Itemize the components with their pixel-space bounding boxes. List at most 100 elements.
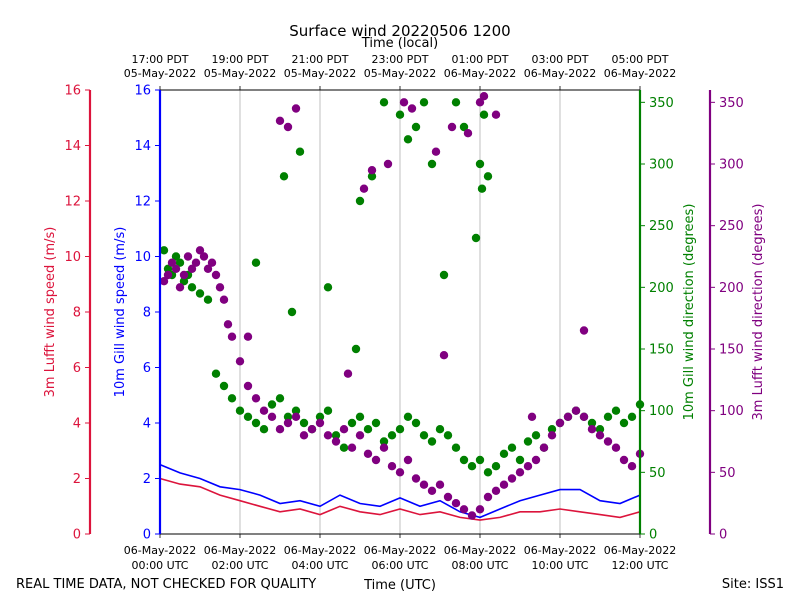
x-tick-label-utc: 06:00 UTC xyxy=(371,559,428,572)
axes xyxy=(85,86,715,538)
x-tick-label-local-time: 23:00 PDT xyxy=(371,53,428,66)
point-lufft_dir xyxy=(243,381,253,391)
y-tick-label-gill_speed: 4 xyxy=(143,417,151,432)
point-lufft_dir xyxy=(379,443,389,452)
y-tick-label-lufft_dir: 250 xyxy=(719,219,744,234)
y-tick-label-gill_dir: 300 xyxy=(649,158,674,173)
point-lufft_dir xyxy=(447,122,457,132)
point-lufft_dir xyxy=(171,264,181,273)
point-lufft_dir xyxy=(307,425,317,434)
point-gill_dir xyxy=(163,264,173,273)
point-gill_dir xyxy=(267,400,277,409)
point-gill_dir xyxy=(315,412,325,421)
point-gill_dir xyxy=(611,406,621,415)
point-gill_dir xyxy=(523,437,533,446)
point-lufft_dir xyxy=(499,480,509,489)
point-lufft_dir xyxy=(443,492,453,502)
y-tick-label-lufft_speed: 0 xyxy=(73,528,81,543)
point-lufft_dir xyxy=(539,443,549,452)
point-lufft_dir xyxy=(291,104,301,113)
point-lufft_dir xyxy=(431,147,441,156)
point-lufft_dir xyxy=(183,252,193,261)
point-gill_dir xyxy=(483,172,493,181)
y-tick-label-lufft_dir: 350 xyxy=(719,96,744,111)
x-tick-label-utc: 00:00 UTC xyxy=(131,559,188,572)
y-tick-label-gill_dir: 350 xyxy=(649,96,674,111)
point-lufft_dir xyxy=(195,246,205,255)
y-tick-label-lufft_speed: 16 xyxy=(64,84,81,99)
point-gill_dir xyxy=(283,412,293,421)
point-lufft_dir xyxy=(439,351,449,360)
point-gill_dir xyxy=(355,196,365,206)
top-axis-label: Time (local) xyxy=(361,36,438,51)
point-lufft_dir xyxy=(191,258,201,267)
point-gill_dir xyxy=(387,431,397,440)
point-gill_dir xyxy=(259,425,269,434)
x-tick-label-date: 06-May-2022 xyxy=(364,544,436,557)
x-tick-label-local-date: 06-May-2022 xyxy=(604,67,676,80)
point-gill_dir xyxy=(627,412,637,421)
y-axis-label-lufft_dir: 3m Lufft wind direction (degrees) xyxy=(751,204,766,421)
point-lufft_dir xyxy=(563,412,573,421)
point-gill_dir xyxy=(547,425,557,434)
point-gill_dir xyxy=(515,455,525,465)
point-gill_dir xyxy=(351,344,361,354)
point-gill_dir xyxy=(411,418,421,428)
point-gill_dir xyxy=(251,418,261,428)
y-tick-label-gill_speed: 16 xyxy=(134,84,151,99)
point-gill_dir xyxy=(175,258,185,267)
point-lufft_dir xyxy=(403,455,413,465)
y-tick-label-lufft_dir: 200 xyxy=(719,281,744,296)
point-lufft_dir xyxy=(571,406,581,415)
point-lufft_dir xyxy=(175,283,185,292)
point-gill_dir xyxy=(331,431,341,440)
point-gill_dir xyxy=(595,425,605,434)
point-gill_dir xyxy=(499,449,509,458)
point-lufft_dir xyxy=(387,462,397,471)
x-tick-label-utc: 10:00 UTC xyxy=(531,559,588,572)
x-tick-label-local-time: 03:00 PDT xyxy=(531,53,588,66)
point-lufft_dir xyxy=(475,505,485,514)
point-gill_dir xyxy=(291,406,301,415)
series-line-lufft_speed xyxy=(159,477,641,521)
point-gill_dir xyxy=(323,406,333,415)
x-axis-label: Time (UTC) xyxy=(363,578,436,593)
point-lufft_dir xyxy=(459,505,469,514)
point-lufft_dir xyxy=(491,110,501,119)
point-lufft_dir xyxy=(331,437,341,446)
point-gill_dir xyxy=(395,425,405,434)
point-gill_dir xyxy=(339,443,349,452)
point-lufft_dir xyxy=(207,258,217,267)
point-lufft_dir xyxy=(299,431,309,440)
point-gill_dir xyxy=(451,443,461,452)
point-gill_dir xyxy=(299,418,309,428)
x-tick-label-local-date: 05-May-2022 xyxy=(204,67,276,80)
point-lufft_dir xyxy=(427,486,437,495)
point-lufft_dir xyxy=(291,412,301,421)
point-lufft_dir xyxy=(527,412,537,421)
point-lufft_dir xyxy=(523,462,533,471)
point-lufft_dir xyxy=(283,418,293,428)
y-tick-label-lufft_dir: 100 xyxy=(719,404,744,419)
point-gill_dir xyxy=(363,425,373,434)
x-tick-label-local-time: 17:00 PDT xyxy=(131,53,188,66)
point-lufft_dir xyxy=(463,129,473,138)
point-gill_dir xyxy=(159,246,169,255)
point-lufft_dir xyxy=(399,98,409,107)
x-tick-label-date: 06-May-2022 xyxy=(444,544,516,557)
point-gill_dir xyxy=(187,283,197,292)
point-lufft_dir xyxy=(411,474,421,483)
y-tick-label-lufft_speed: 14 xyxy=(64,139,81,154)
point-lufft_dir xyxy=(451,499,461,508)
y-tick-label-lufft_dir: 50 xyxy=(719,466,736,481)
point-lufft_dir xyxy=(167,258,177,267)
point-lufft_dir xyxy=(159,277,169,286)
point-lufft_dir xyxy=(555,418,565,428)
point-lufft_dir xyxy=(507,474,517,483)
point-lufft_dir xyxy=(187,264,197,273)
point-lufft_dir xyxy=(627,462,637,471)
point-gill_dir xyxy=(475,455,485,465)
point-lufft_dir xyxy=(343,369,353,378)
y-tick-label-lufft_dir: 300 xyxy=(719,158,744,173)
point-gill_dir xyxy=(279,172,289,181)
